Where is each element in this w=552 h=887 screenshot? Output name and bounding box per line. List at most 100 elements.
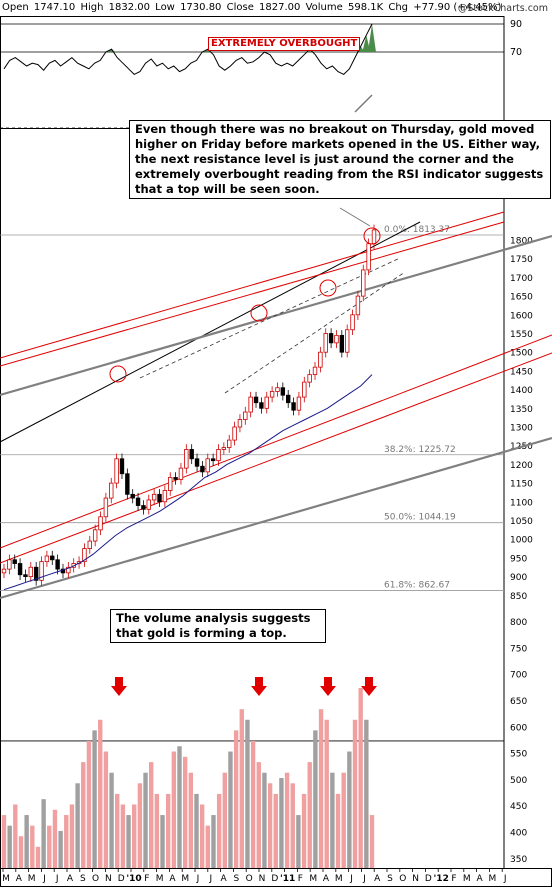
volume-value: 598.1K bbox=[347, 2, 384, 13]
price-candle bbox=[280, 387, 286, 396]
fib-level-label: 0.0%: 1813.37 bbox=[384, 225, 450, 235]
price-candle bbox=[253, 396, 259, 404]
low-label: Low bbox=[155, 2, 175, 13]
volume-bar bbox=[284, 772, 290, 868]
x-tick-label: F bbox=[451, 874, 456, 884]
dashed-channel-upper bbox=[139, 257, 401, 379]
price-tick-label: 1200 bbox=[510, 461, 533, 471]
x-tick-label: A bbox=[477, 874, 484, 884]
price-candle bbox=[12, 559, 17, 564]
price-candle bbox=[125, 473, 130, 495]
volume-bar bbox=[165, 793, 171, 868]
volume-bar bbox=[347, 751, 352, 868]
note1-line: the next resistance level is just around… bbox=[135, 152, 514, 166]
price-candle bbox=[92, 529, 98, 542]
price-tick-label: 1500 bbox=[510, 349, 533, 359]
volume-bar bbox=[35, 846, 41, 868]
price-candle bbox=[146, 499, 151, 510]
x-tick-label: J bbox=[196, 874, 200, 884]
x-tick-label: M bbox=[463, 874, 471, 884]
volume-bar bbox=[228, 751, 233, 868]
volume-arrow bbox=[361, 677, 377, 696]
volume-bar bbox=[188, 772, 194, 868]
volume-bar bbox=[199, 804, 205, 868]
volume-bar bbox=[233, 730, 239, 868]
volume-bar bbox=[137, 783, 143, 868]
volume-bar bbox=[109, 772, 114, 868]
rsi-panel-frame bbox=[0, 16, 505, 129]
x-tick-label: J bbox=[362, 874, 366, 884]
price-tick-label: 950 bbox=[510, 554, 527, 564]
price-candle bbox=[361, 269, 366, 297]
x-tick-label: J bbox=[55, 874, 59, 884]
price-tick-label: 1300 bbox=[510, 424, 533, 434]
x-tick-label: M bbox=[489, 874, 497, 884]
x-tick-label: M bbox=[156, 874, 164, 884]
volume-bar bbox=[369, 815, 375, 868]
x-tick-label: S bbox=[80, 874, 86, 884]
volume-bar bbox=[1, 815, 7, 868]
price-candle bbox=[275, 387, 280, 392]
price-candle bbox=[355, 295, 361, 316]
volume-bar bbox=[330, 772, 335, 868]
volume-bar bbox=[324, 719, 329, 868]
volume-bar bbox=[313, 730, 318, 868]
price-candle bbox=[87, 540, 92, 549]
volume-bar bbox=[250, 740, 256, 868]
volume-arrow bbox=[111, 677, 127, 696]
price-tick-label: 1000 bbox=[510, 536, 533, 546]
x-tick-label: S bbox=[387, 874, 393, 884]
close-value: 1827.00 bbox=[259, 2, 301, 13]
price-tick-label: 700 bbox=[510, 671, 527, 681]
x-tick-label: J bbox=[208, 874, 212, 884]
price-tick-label: 1550 bbox=[510, 330, 533, 340]
price-candle bbox=[312, 366, 318, 376]
fib-level-label: 61.8%: 862.67 bbox=[384, 581, 450, 591]
volume-bar bbox=[52, 809, 58, 868]
price-candle bbox=[248, 396, 253, 413]
price-tick-label: 350 bbox=[510, 855, 527, 865]
volume-bar bbox=[256, 762, 261, 868]
price-tick-label: 1650 bbox=[510, 293, 533, 303]
volume-arrow bbox=[251, 677, 267, 696]
price-candle bbox=[221, 447, 227, 450]
price-tick-label: 1450 bbox=[510, 367, 533, 377]
x-tick-label: '10 bbox=[126, 874, 141, 884]
price-tick-label: 750 bbox=[510, 644, 527, 654]
price-candle bbox=[286, 394, 291, 404]
price-tick-label: 1100 bbox=[510, 498, 533, 508]
x-tick-label: A bbox=[323, 874, 330, 884]
volume-bar bbox=[143, 772, 148, 868]
price-tick-label: 500 bbox=[510, 776, 527, 786]
volume-bar bbox=[352, 719, 358, 868]
volume-bar bbox=[13, 804, 18, 868]
volume-bar bbox=[182, 756, 188, 868]
stockcharts-credit: @StockCharts.com bbox=[457, 3, 548, 14]
price-candle bbox=[323, 333, 328, 353]
x-tick-label: F bbox=[144, 874, 149, 884]
price-candle bbox=[141, 505, 146, 510]
x-tick-label: D bbox=[118, 874, 125, 884]
price-candle bbox=[344, 329, 350, 353]
price-candle bbox=[39, 561, 44, 581]
volume-label: Volume bbox=[305, 2, 343, 13]
volume-bar bbox=[239, 709, 244, 868]
price-candle bbox=[200, 465, 205, 473]
price-tick-label: 550 bbox=[510, 750, 527, 760]
price-candle bbox=[296, 396, 302, 411]
volume-bar bbox=[149, 762, 154, 868]
price-candle bbox=[189, 449, 194, 460]
price-candle bbox=[33, 566, 39, 581]
price-candle bbox=[227, 439, 232, 448]
volume-bar bbox=[24, 815, 29, 868]
volume-bar bbox=[194, 793, 199, 868]
x-tick-label: J bbox=[349, 874, 353, 884]
volume-bar bbox=[171, 751, 177, 868]
price-candle bbox=[302, 381, 307, 398]
volume-bar bbox=[211, 815, 216, 868]
black-trendline-upper bbox=[0, 221, 421, 443]
price-candle bbox=[318, 351, 323, 368]
x-tick-label: A bbox=[221, 874, 228, 884]
volume-bar bbox=[126, 815, 131, 868]
volume-bar bbox=[120, 804, 126, 868]
